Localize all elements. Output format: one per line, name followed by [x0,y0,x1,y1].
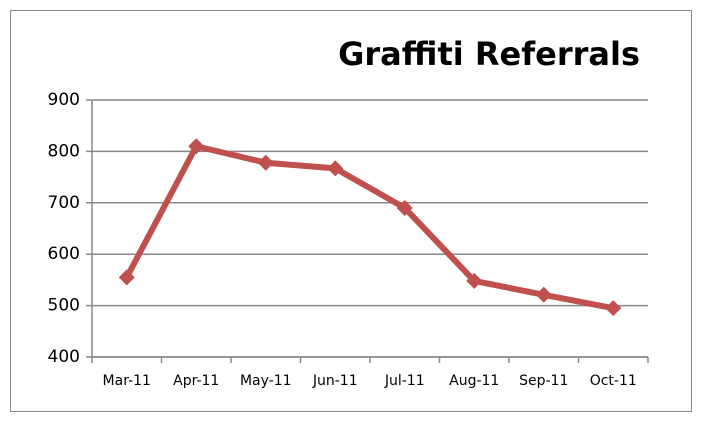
data-point [118,269,135,286]
x-tick-label: Oct-11 [590,373,637,389]
y-tick-label: 400 [48,347,80,367]
x-tick-label: Jun-11 [312,373,358,389]
x-tick-label: Jul-11 [384,373,425,389]
y-tick-label: 500 [48,296,80,316]
data-point [466,272,483,289]
x-tick-label: May-11 [240,373,292,389]
data-point [605,300,622,317]
data-point [327,160,344,177]
y-tick-label: 700 [48,193,80,213]
data-point [396,199,413,216]
data-point [257,154,274,171]
x-tick-label: Apr-11 [173,373,219,389]
chart-title: Graffiti Referrals [338,35,640,73]
data-point [188,138,205,155]
y-tick-label: 900 [48,90,80,110]
data-point [535,286,552,303]
x-tick-label: Aug-11 [449,373,499,389]
y-tick-label: 800 [48,141,80,161]
x-tick-label: Mar-11 [103,373,151,389]
x-tick-label: Sep-11 [519,373,568,389]
chart-border [10,10,692,412]
y-tick-label: 600 [48,244,80,264]
line-series [124,143,614,312]
